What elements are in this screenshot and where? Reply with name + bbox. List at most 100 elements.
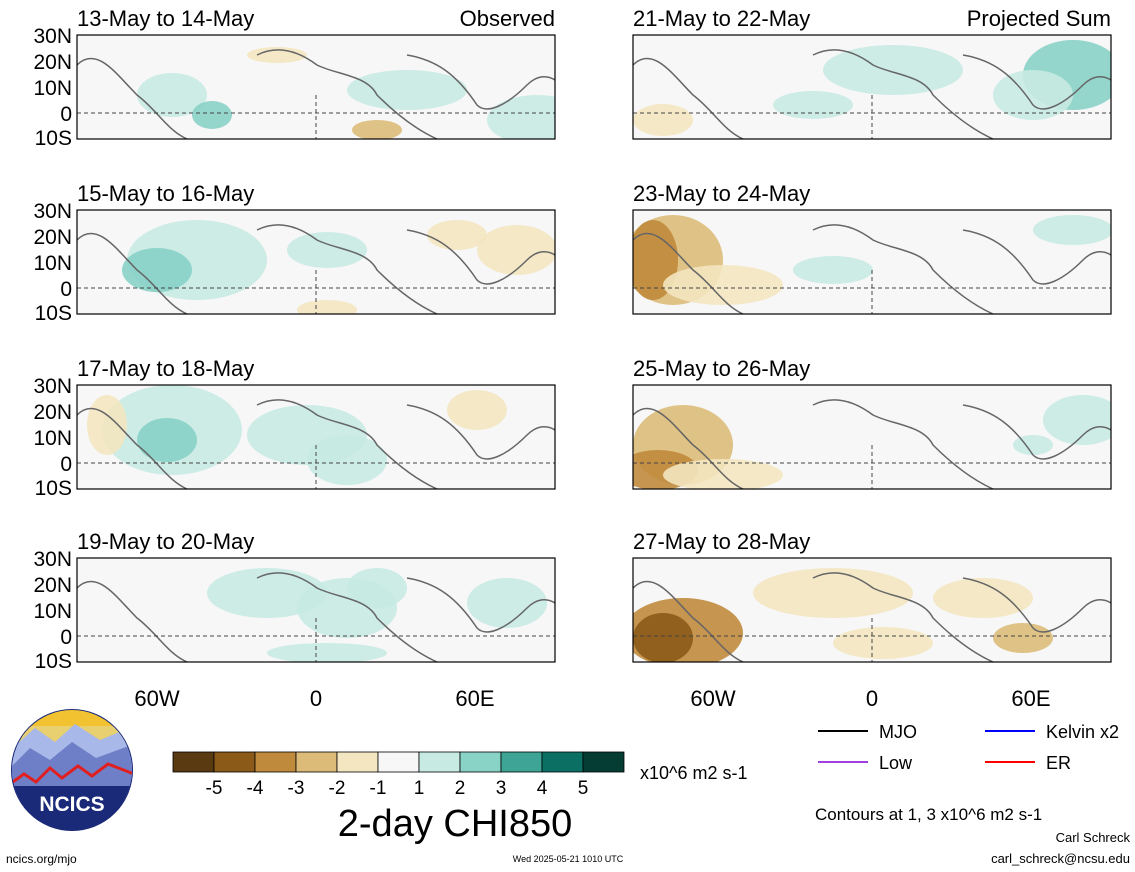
coastline [256, 224, 438, 314]
anomaly-blob [137, 418, 197, 462]
colorbar-tick-label: -3 [288, 778, 305, 799]
anomaly-blob [352, 120, 402, 139]
lat-tick-label: 10S [35, 477, 72, 500]
coastline [256, 49, 438, 139]
colorbar-tick-label: 1 [414, 778, 425, 799]
anomaly-blob [347, 568, 407, 608]
colorbar-tick-label: -5 [206, 778, 223, 799]
anomaly-blob [1013, 435, 1053, 455]
anomaly-blob [633, 104, 693, 136]
panel-tag: Observed [460, 6, 555, 31]
colorbar-swatch [336, 751, 379, 773]
author-email: carl_schreck@ncsu.edu [991, 851, 1130, 866]
anomaly-shading [77, 47, 555, 139]
anomaly-shading [633, 568, 1111, 662]
coastline [633, 407, 744, 489]
coastline [812, 49, 994, 139]
lon-tick-label: 60E [1011, 686, 1050, 711]
anomaly-blob [192, 101, 232, 129]
lat-tick-label: 0 [60, 278, 72, 301]
colorbar-swatch [295, 751, 338, 773]
website-link[interactable]: ncics.org/mjo [6, 852, 77, 866]
map-frame [76, 557, 556, 663]
lon-tick-label: 60W [134, 686, 179, 711]
lat-tick-label: 10N [33, 252, 72, 275]
lat-tick-label: 30N [33, 25, 72, 48]
lon-tick-label: 60W [690, 686, 735, 711]
panel-title: 25-May to 26-May [633, 356, 810, 381]
anomaly-blob [297, 300, 357, 314]
map-frame [76, 209, 556, 315]
lon-tick-label: 60E [455, 686, 494, 711]
lat-tick-label: 0 [60, 453, 72, 476]
axis-labels: 13-May to 14-May Observed30N20N10N010S15-… [33, 6, 1111, 711]
colorbar-swatch [254, 751, 297, 773]
anomaly-shading [77, 568, 555, 662]
coastline [812, 399, 994, 489]
coastline [962, 229, 1111, 285]
panel-title: 21-May to 22-May [633, 6, 810, 31]
map-panel [632, 557, 1112, 663]
panel-title: 13-May to 14-May [77, 6, 254, 31]
legend-label-kelvin: Kelvin x2 [1046, 722, 1119, 742]
map-frame [632, 557, 1112, 663]
author-name: Carl Schreck [1056, 830, 1131, 845]
map-frame [632, 209, 1112, 315]
lat-tick-label: 30N [33, 200, 72, 223]
coastline [406, 229, 555, 285]
lat-tick-label: 10N [33, 77, 72, 100]
anomaly-shading [77, 385, 555, 489]
anomaly-blob [753, 568, 913, 618]
anomaly-blob [137, 73, 207, 117]
coastline [812, 224, 994, 314]
lat-tick-label: 20N [33, 401, 72, 424]
coastline [77, 407, 188, 489]
map-frame [76, 34, 556, 140]
anomaly-blob [307, 435, 387, 485]
anomaly-blob [347, 70, 467, 110]
coastline [256, 572, 438, 662]
legend-label-er: ER [1046, 753, 1071, 773]
coastline [77, 232, 188, 314]
lat-tick-label: 30N [33, 548, 72, 571]
anomaly-shading [77, 220, 555, 314]
colorbar-units: x10^6 m2 s-1 [640, 763, 748, 783]
map-panel [632, 384, 1112, 490]
colorbar-swatch [418, 751, 461, 773]
lat-tick-label: 20N [33, 226, 72, 249]
anomaly-blob [793, 256, 873, 284]
anomaly-blob [87, 395, 127, 455]
lat-tick-label: 10S [35, 650, 72, 673]
anomaly-blob [487, 95, 555, 139]
anomaly-shading [633, 40, 1111, 139]
coastline [406, 54, 555, 110]
anomaly-blob [287, 232, 367, 268]
lat-tick-label: 0 [60, 103, 72, 126]
coastline [633, 57, 744, 139]
map-panels [76, 34, 1112, 663]
coastline [77, 580, 188, 662]
colorbar-tick-label: -1 [370, 778, 387, 799]
panel-title: 27-May to 28-May [633, 529, 810, 554]
lon-tick-label: 0 [866, 686, 878, 711]
lon-tick-label: 0 [310, 686, 322, 711]
lat-tick-label: 20N [33, 574, 72, 597]
anomaly-blob [933, 578, 1033, 618]
lat-tick-label: 10S [35, 127, 72, 150]
legend-label-low: Low [879, 753, 913, 773]
anomaly-blob [207, 568, 327, 618]
colorbar-swatch [377, 751, 420, 773]
colorbar-tick-label: -2 [329, 778, 346, 799]
colorbar-tick-label: 3 [496, 778, 507, 799]
panel-title: 15-May to 16-May [77, 181, 254, 206]
map-frame [632, 384, 1112, 490]
coastline [633, 232, 744, 314]
coastline [962, 577, 1111, 633]
anomaly-blob [467, 578, 547, 628]
lat-tick-label: 10N [33, 600, 72, 623]
colorbar-tick-label: 4 [537, 778, 548, 799]
lat-tick-label: 20N [33, 51, 72, 74]
map-frame [632, 34, 1112, 140]
panel-tag: Projected Sum [967, 6, 1111, 31]
